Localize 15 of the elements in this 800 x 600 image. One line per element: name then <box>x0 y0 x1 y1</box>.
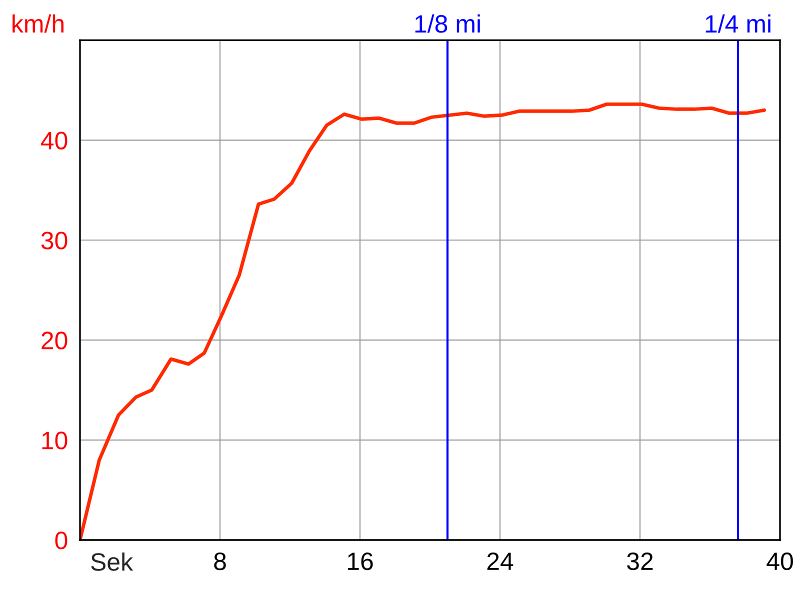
y-tick-label: 40 <box>40 132 68 150</box>
y-tick-label: 10 <box>42 432 68 450</box>
x-tick-label: 16 <box>348 552 373 570</box>
y-tick-label: 20 <box>42 332 68 350</box>
ref-line-label: 1/8 mi <box>415 14 480 33</box>
y-tick-label: 30 <box>41 232 68 250</box>
x-tick-label: 8 <box>214 552 226 570</box>
x-axis-title: Sek <box>91 552 134 571</box>
x-tick-label: 24 <box>487 552 514 570</box>
ref-line-label: 1/4 mi <box>706 14 770 33</box>
x-tick-label: 40 <box>766 552 793 570</box>
x-tick-label: 32 <box>627 552 653 570</box>
y-tick-label: 0 <box>55 532 68 550</box>
line-series <box>80 102 766 540</box>
y-axis-title: km/h <box>12 14 64 33</box>
